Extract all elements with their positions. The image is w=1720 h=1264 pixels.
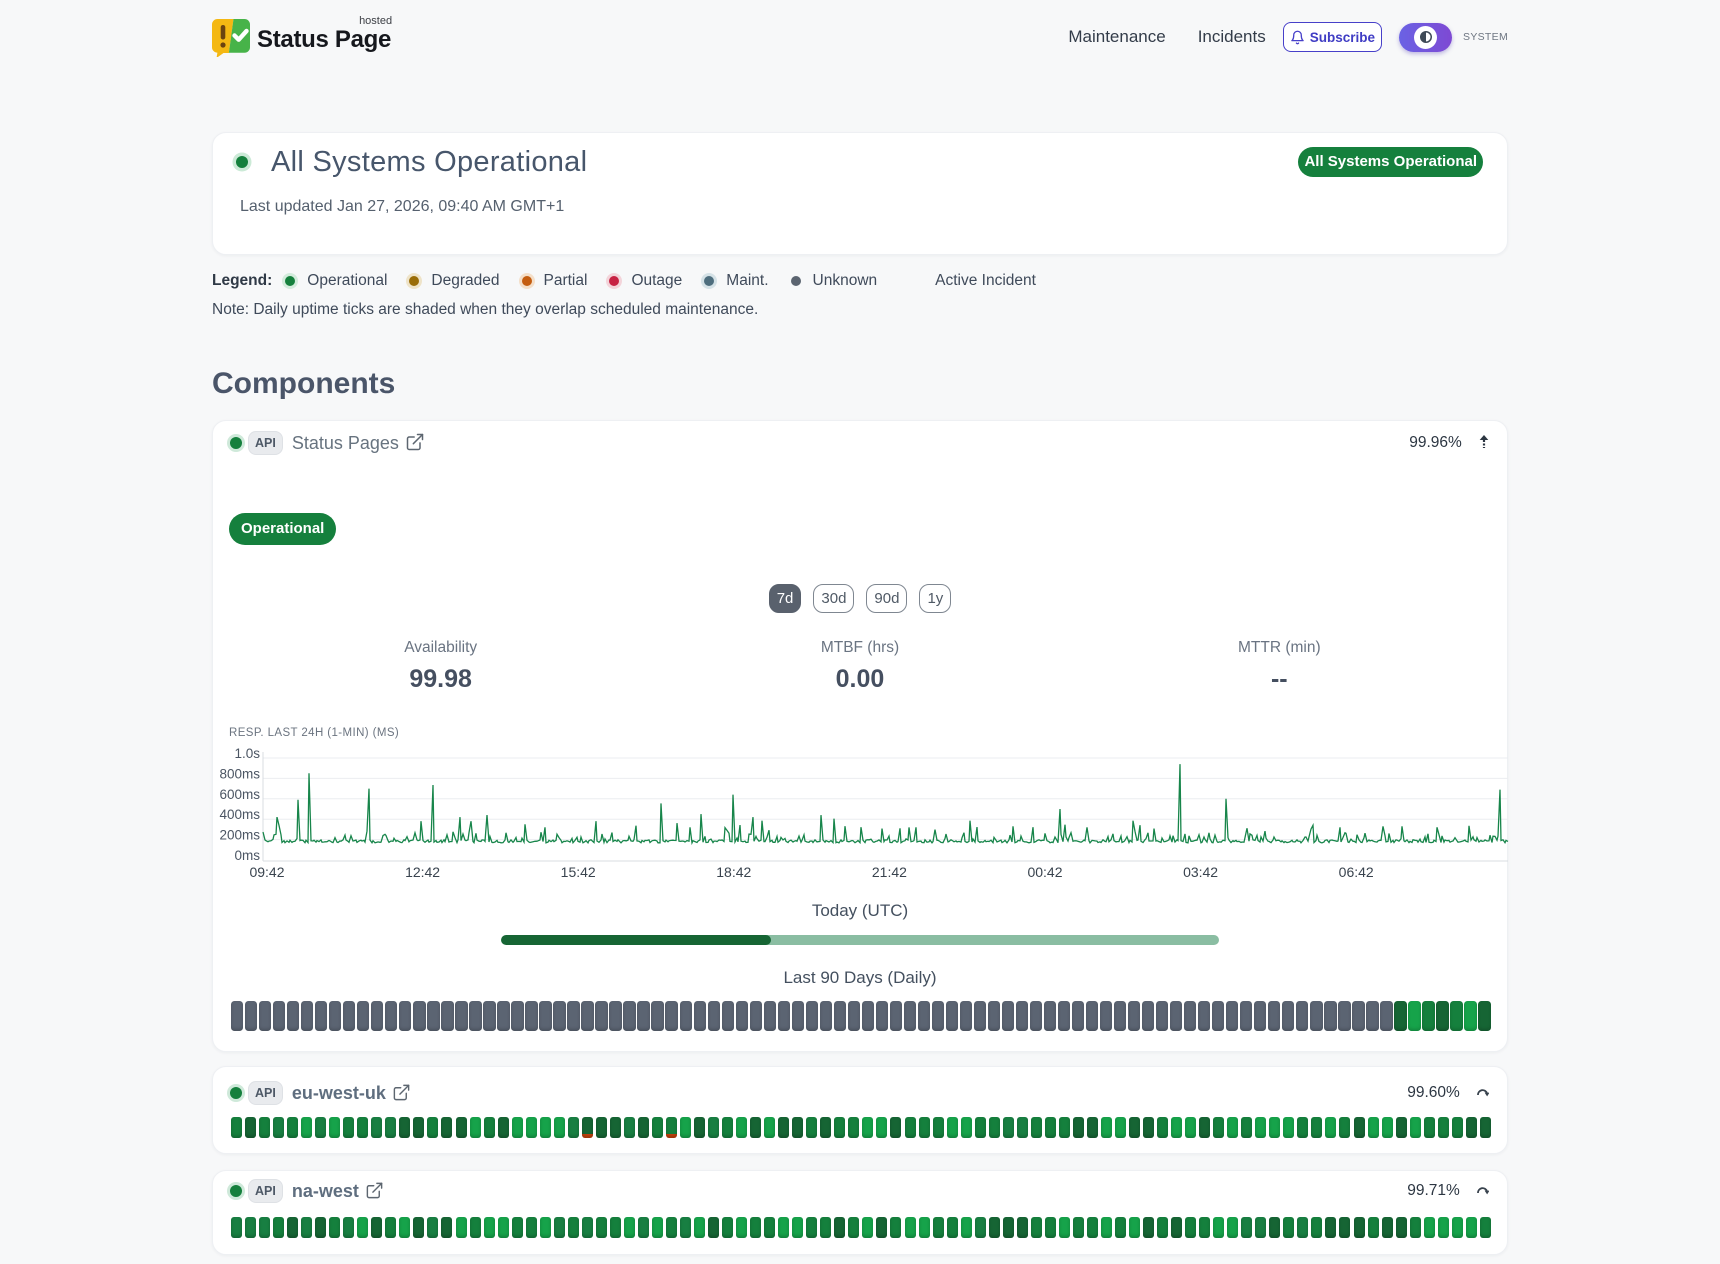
svg-text:12:42: 12:42 xyxy=(405,864,440,880)
svg-text:1.0s: 1.0s xyxy=(234,747,260,761)
svg-text:06:42: 06:42 xyxy=(1339,864,1374,880)
svg-text:00:42: 00:42 xyxy=(1027,864,1062,880)
svg-text:200ms: 200ms xyxy=(219,828,260,843)
svg-text:400ms: 400ms xyxy=(219,807,260,822)
svg-text:600ms: 600ms xyxy=(219,787,260,802)
svg-text:09:42: 09:42 xyxy=(249,864,284,880)
svg-text:21:42: 21:42 xyxy=(872,864,907,880)
svg-text:15:42: 15:42 xyxy=(561,864,596,880)
svg-text:03:42: 03:42 xyxy=(1183,864,1218,880)
svg-text:800ms: 800ms xyxy=(219,766,260,781)
svg-text:18:42: 18:42 xyxy=(716,864,751,880)
svg-text:0ms: 0ms xyxy=(234,848,260,863)
